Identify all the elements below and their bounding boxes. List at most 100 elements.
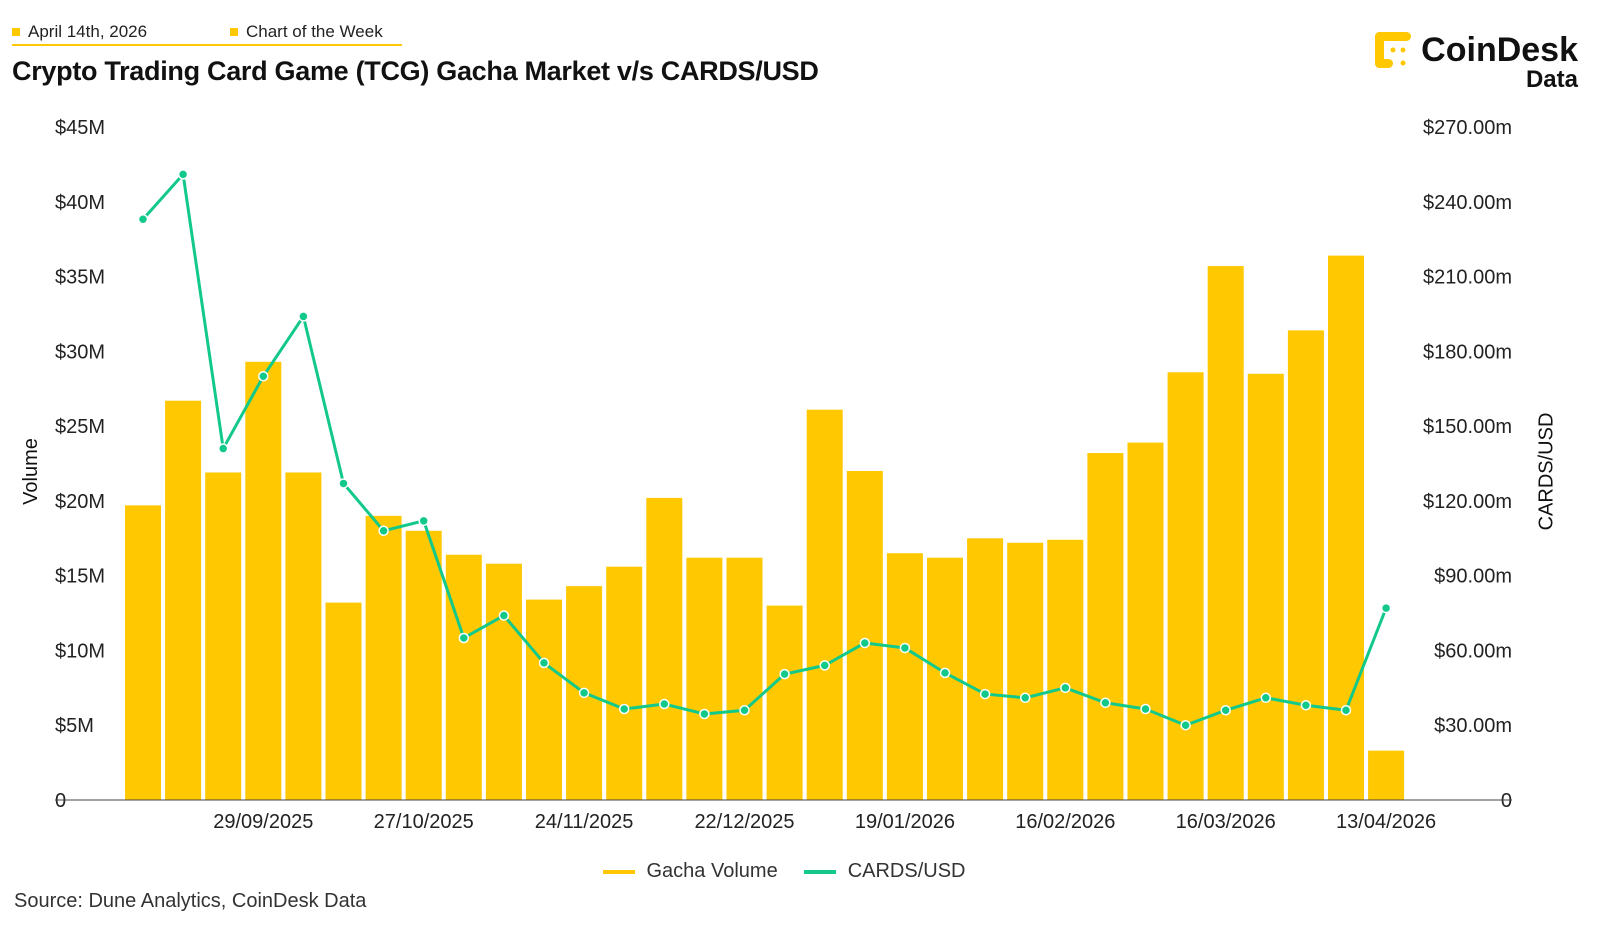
y2-tick-label: 0 bbox=[1501, 790, 1512, 812]
x-tick-label: 24/11/2025 bbox=[535, 811, 634, 833]
price-point bbox=[458, 632, 470, 644]
volume-bar bbox=[846, 470, 883, 800]
price-point bbox=[1100, 697, 1111, 709]
x-tick-label: 16/02/2026 bbox=[1015, 811, 1115, 833]
x-tick-label: 29/09/2025 bbox=[213, 811, 313, 833]
volume-bar bbox=[1287, 330, 1324, 800]
square-icon bbox=[230, 28, 238, 36]
coindesk-logo-icon bbox=[1375, 32, 1412, 68]
y-tick-label: $20M bbox=[55, 491, 105, 513]
date-tag: April 14th, 2026 bbox=[12, 22, 147, 42]
price-point bbox=[1019, 692, 1031, 704]
volume-bar bbox=[445, 554, 482, 800]
price-point bbox=[979, 688, 991, 700]
price-point bbox=[1260, 692, 1272, 704]
legend-item-volume[interactable]: Gacha Volume bbox=[602, 860, 778, 883]
x-tick-label: 16/03/2026 bbox=[1176, 811, 1276, 833]
price-point bbox=[498, 610, 510, 621]
x-tick-label: 27/10/2025 bbox=[374, 811, 474, 833]
y-tick-label: $45M bbox=[55, 117, 105, 139]
y2-tick-label: $150.00m bbox=[1423, 416, 1512, 438]
volume-bar bbox=[1047, 539, 1084, 800]
y2-tick-label: $240.00m bbox=[1423, 192, 1512, 214]
price-point bbox=[258, 371, 269, 382]
y2-tick-label: $270.00m bbox=[1423, 117, 1512, 139]
y-tick-label: $5M bbox=[55, 715, 94, 737]
y-tick-label: $35M bbox=[55, 267, 105, 289]
volume-bar bbox=[285, 472, 322, 800]
x-tick-label: 22/12/2025 bbox=[694, 811, 794, 833]
price-point bbox=[1340, 705, 1352, 716]
y2-tick-label: $180.00m bbox=[1423, 341, 1512, 363]
volume-bar bbox=[125, 505, 161, 800]
price-point bbox=[177, 169, 189, 180]
volume-bar bbox=[1368, 750, 1405, 800]
legend-swatch bbox=[803, 869, 836, 874]
price-point bbox=[578, 687, 590, 699]
source-note: Source: Dune Analytics, CoinDesk Data bbox=[14, 890, 367, 912]
volume-bar bbox=[606, 566, 643, 800]
price-point bbox=[699, 708, 710, 720]
volume-bar bbox=[245, 361, 282, 800]
y2-tick-label: $210.00m bbox=[1423, 267, 1512, 289]
volume-bar bbox=[967, 538, 1004, 800]
volume-bar bbox=[806, 409, 843, 800]
legend-label: CARDS/USD bbox=[847, 860, 966, 882]
price-line bbox=[141, 170, 1388, 727]
price-point bbox=[618, 703, 630, 715]
y2-tick-label: $120.00m bbox=[1423, 491, 1512, 513]
volume-bar bbox=[526, 599, 562, 800]
volume-bar bbox=[205, 472, 242, 800]
legend-item-price[interactable]: CARDS/USD bbox=[803, 860, 966, 883]
price-point bbox=[859, 637, 871, 649]
price-point bbox=[1300, 700, 1312, 711]
legend-label: Gacha Volume bbox=[646, 860, 778, 882]
coindesk-logo: CoinDesk Data bbox=[1373, 30, 1578, 94]
volume-bar bbox=[886, 553, 923, 800]
y-tick-label: $40M bbox=[55, 192, 105, 214]
price-point bbox=[418, 515, 429, 527]
divider bbox=[12, 44, 402, 46]
legend: Gacha Volume CARDS/USD bbox=[0, 860, 1568, 883]
square-icon bbox=[12, 28, 20, 36]
price-point bbox=[819, 660, 830, 671]
price-point bbox=[939, 667, 951, 679]
y-tick-label: $10M bbox=[55, 640, 105, 662]
y-tick-label: $30M bbox=[55, 341, 105, 363]
price-point bbox=[338, 478, 349, 489]
price-point bbox=[538, 657, 550, 669]
price-point bbox=[1060, 682, 1071, 694]
volume-bar bbox=[1007, 542, 1044, 800]
volume-bar bbox=[1247, 373, 1284, 800]
volume-bar bbox=[646, 497, 683, 800]
y2-tick-label: $90.00m bbox=[1434, 566, 1512, 588]
price-point bbox=[899, 642, 911, 654]
price-point bbox=[298, 311, 309, 322]
volume-bar bbox=[766, 605, 803, 800]
y-tick-label: $25M bbox=[55, 416, 105, 438]
volume-bar bbox=[1207, 266, 1244, 800]
volume-bar bbox=[325, 602, 362, 800]
price-point bbox=[378, 525, 389, 537]
price-point bbox=[779, 668, 790, 680]
y-tick-label: $15M bbox=[55, 566, 105, 588]
volume-bar bbox=[165, 400, 202, 800]
date-text: April 14th, 2026 bbox=[28, 22, 148, 41]
price-point bbox=[739, 705, 750, 716]
price-point bbox=[217, 443, 229, 454]
section-text: Chart of the Week bbox=[246, 22, 383, 41]
chart-title: Crypto Trading Card Game (TCG) Gacha Mar… bbox=[12, 56, 819, 86]
volume-bar bbox=[1087, 453, 1124, 800]
volume-bar bbox=[686, 557, 723, 800]
price-point bbox=[659, 698, 670, 710]
volume-bar bbox=[726, 557, 763, 800]
volume-bar bbox=[405, 530, 442, 800]
price-point bbox=[1140, 703, 1151, 715]
price-point bbox=[1220, 705, 1231, 716]
x-tick-label: 13/04/2026 bbox=[1336, 811, 1436, 833]
x-tick-label: 19/01/2026 bbox=[855, 811, 955, 833]
volume-bar bbox=[485, 563, 522, 800]
y2-tick-label: $30.00m bbox=[1434, 715, 1512, 737]
volume-bar bbox=[1127, 442, 1164, 800]
